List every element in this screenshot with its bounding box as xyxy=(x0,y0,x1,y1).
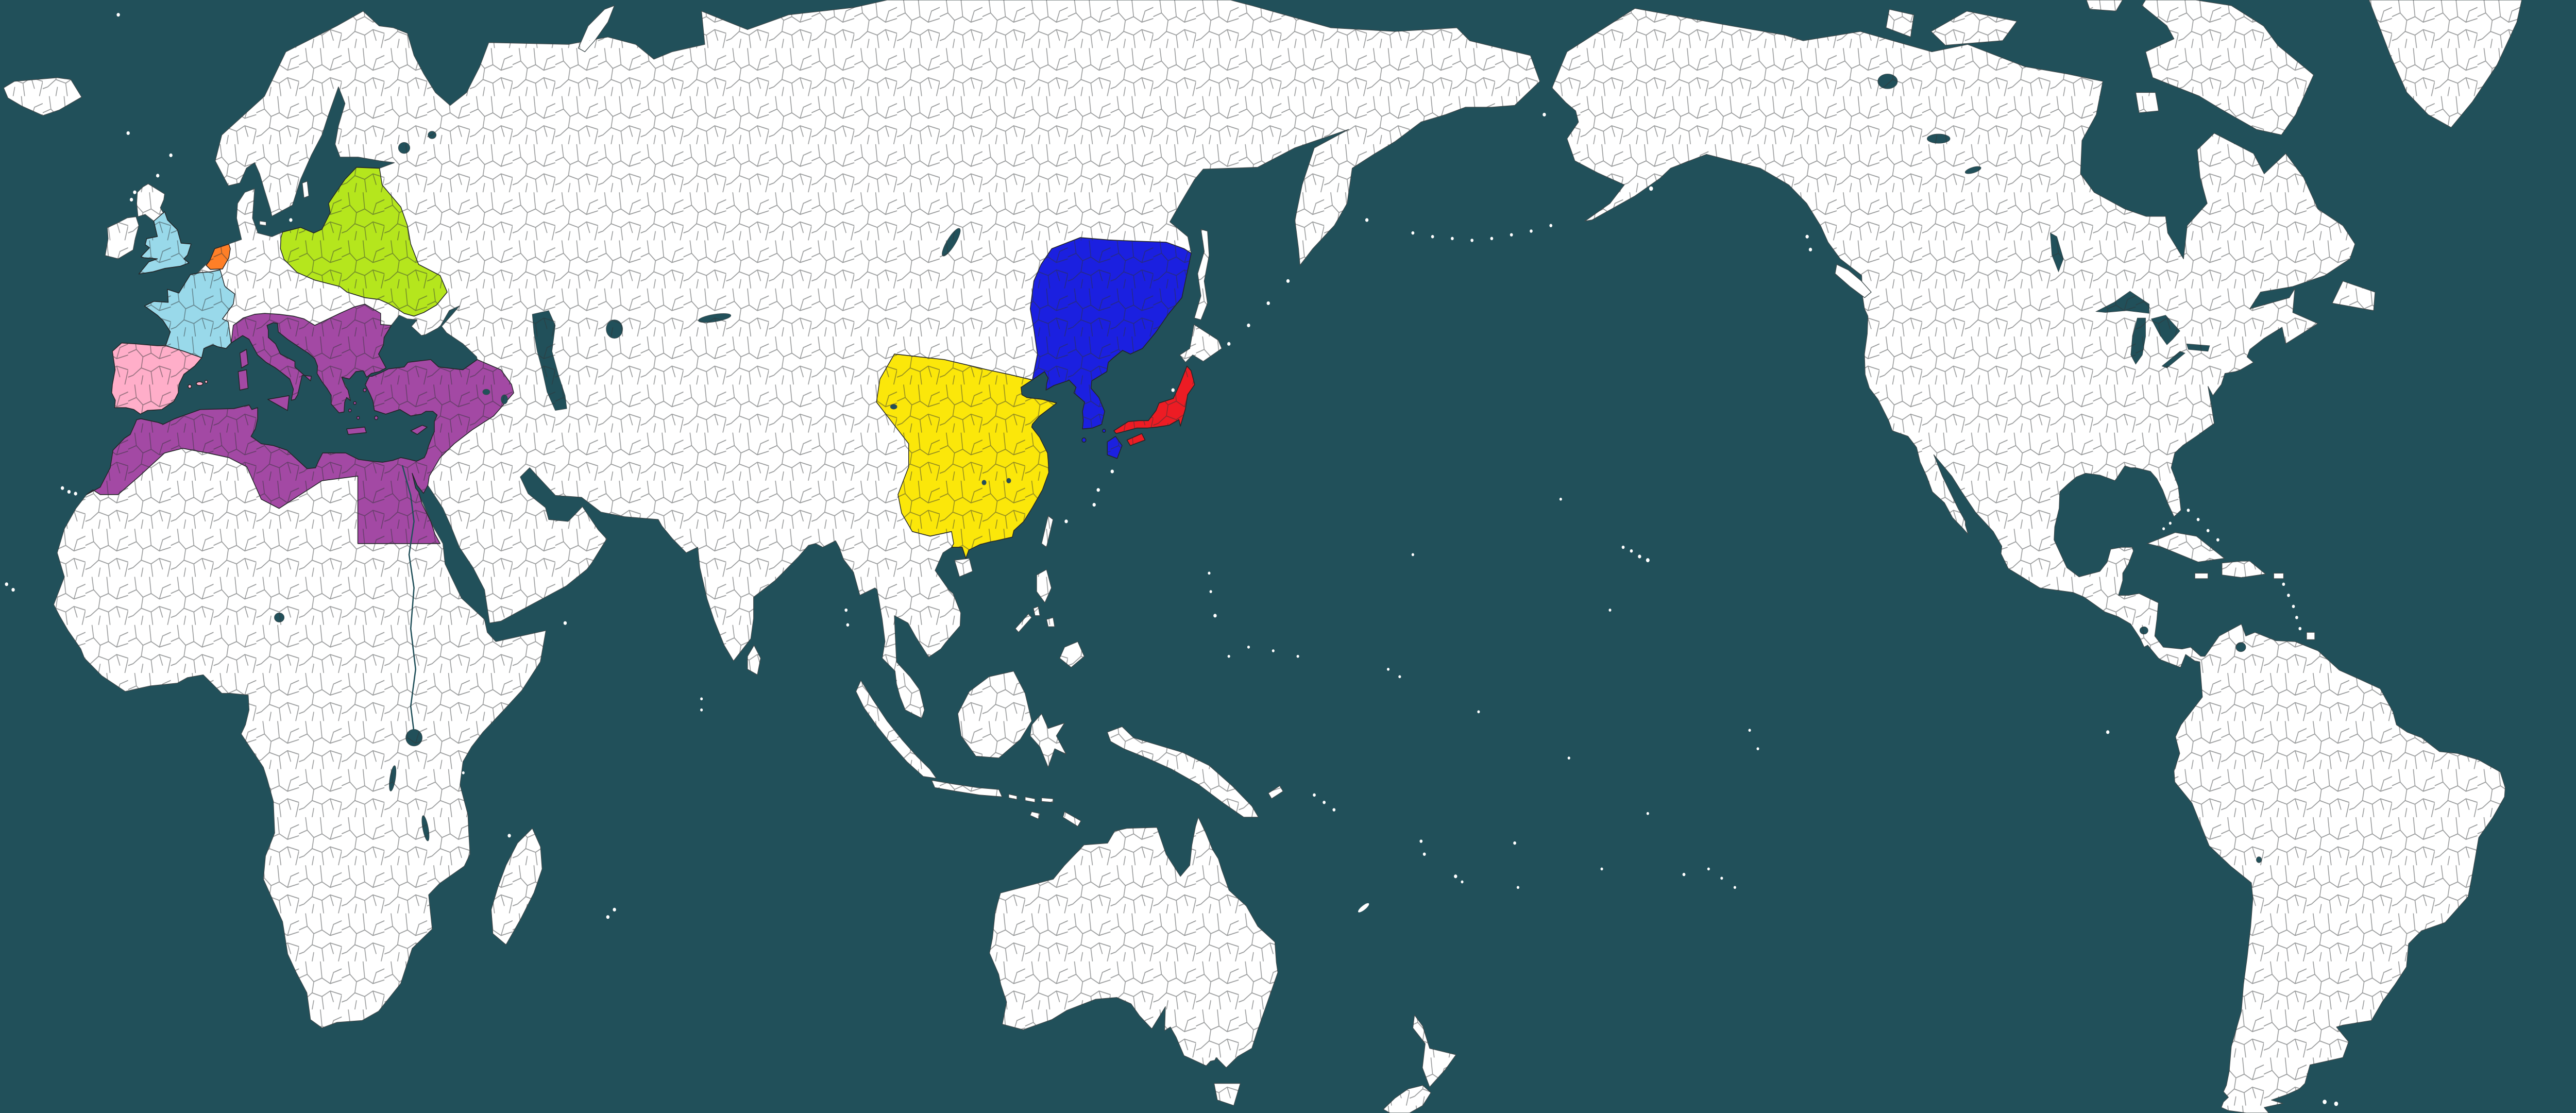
lake-dongting xyxy=(981,480,987,485)
lake-ladoga xyxy=(398,142,410,154)
lake-chad xyxy=(274,612,285,622)
lake-qinghai xyxy=(890,404,897,410)
lake-poyang xyxy=(1006,478,1011,484)
aral-sea xyxy=(606,319,623,339)
landmass-trinidad xyxy=(2306,631,2316,641)
landmass-puerto-rico xyxy=(2273,572,2285,580)
lake-onega xyxy=(428,131,437,139)
landmass-jamaica xyxy=(2194,572,2209,580)
lake-maracaibo xyxy=(2235,642,2246,652)
great-slave-lake xyxy=(1927,133,1951,144)
lake-van xyxy=(482,389,490,395)
lake-urmia xyxy=(501,394,508,404)
lake-nicaragua xyxy=(2139,626,2148,635)
lake-titicaca xyxy=(2256,856,2262,863)
great-bear-lake xyxy=(1877,74,1898,89)
